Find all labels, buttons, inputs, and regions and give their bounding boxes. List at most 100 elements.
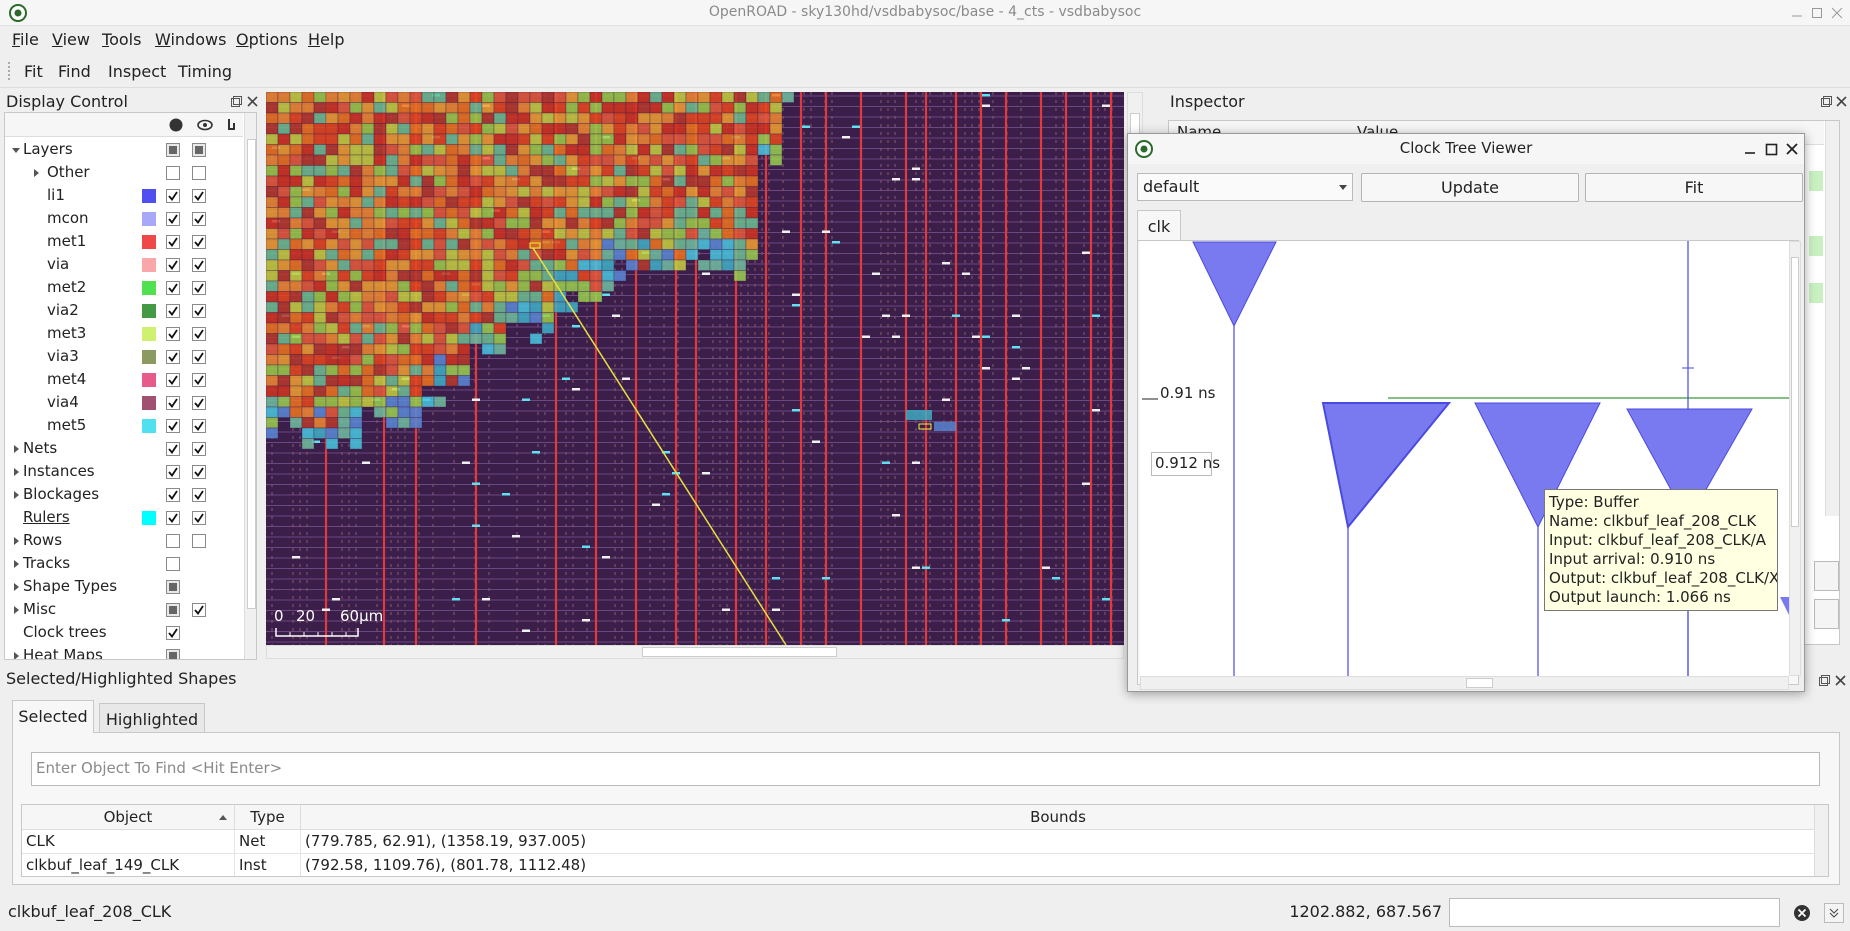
checkbox[interactable] [192, 373, 206, 387]
float-button[interactable] [1818, 674, 1831, 687]
tab[interactable]: Selected [12, 700, 94, 733]
checkbox[interactable] [166, 212, 180, 226]
tree-item-label[interactable]: met4 [47, 370, 87, 388]
command-input[interactable] [1449, 898, 1780, 927]
checkbox[interactable] [192, 327, 206, 341]
expand-arrow[interactable] [11, 582, 21, 592]
menu-item[interactable]: Options [236, 30, 298, 49]
checkbox[interactable] [166, 281, 180, 295]
checkbox[interactable] [192, 603, 206, 617]
button[interactable]: Fit [1585, 173, 1803, 202]
checkbox[interactable] [166, 166, 180, 180]
checkbox[interactable] [192, 419, 206, 433]
expand-arrow[interactable] [11, 536, 21, 546]
expand-arrow[interactable] [31, 168, 41, 178]
scroll-thumb[interactable] [1791, 257, 1799, 527]
checkbox[interactable] [166, 327, 180, 341]
window-control[interactable] [1790, 6, 1804, 20]
inspector-button[interactable] [1814, 561, 1839, 591]
expand-arrow[interactable] [11, 490, 21, 500]
table-cell[interactable]: (792.58, 1109.76), (801.78, 1112.48) [301, 854, 1816, 876]
checkbox[interactable] [192, 143, 206, 157]
tree-item-label[interactable]: Shape Types [23, 577, 118, 595]
scroll-thumb[interactable] [247, 139, 256, 609]
menu-item[interactable]: View [52, 30, 90, 49]
expand-arrow[interactable] [11, 444, 21, 454]
tree-item-label[interactable]: Rulers [23, 508, 70, 526]
menu-item[interactable]: Tools [102, 30, 142, 49]
checkbox[interactable] [166, 488, 180, 502]
checkbox[interactable] [166, 396, 180, 410]
menu-item[interactable]: Help [308, 30, 345, 49]
expand-arrow[interactable] [11, 145, 21, 155]
scroll-thumb[interactable] [642, 647, 837, 657]
checkbox[interactable] [192, 442, 206, 456]
float-button[interactable] [1820, 95, 1833, 108]
tree-item-label[interactable]: Rows [23, 531, 63, 549]
vertical-scrollbar[interactable] [1789, 241, 1801, 676]
table-scrollbar[interactable] [1814, 805, 1828, 876]
table-cell[interactable]: clkbuf_leaf_149_CLK [22, 854, 235, 876]
checkbox[interactable] [192, 350, 206, 364]
expand-arrow[interactable] [11, 467, 21, 477]
close-button[interactable] [1835, 95, 1848, 108]
horizontal-scrollbar[interactable] [266, 645, 1124, 659]
toolbar-button[interactable]: Fit [24, 62, 43, 81]
checkbox[interactable] [192, 166, 206, 180]
close-button[interactable] [246, 95, 259, 108]
checkbox[interactable] [192, 212, 206, 226]
close-button[interactable] [1834, 674, 1847, 687]
checkbox[interactable] [166, 557, 180, 571]
table-cell[interactable]: Inst [235, 854, 301, 876]
column-header[interactable]: Object [22, 805, 235, 830]
window-control[interactable] [1810, 6, 1824, 20]
checkbox[interactable] [192, 511, 206, 525]
inspector-button[interactable] [1814, 599, 1839, 629]
menu-item[interactable]: File [12, 30, 39, 49]
tree-item-label[interactable]: via4 [47, 393, 79, 411]
tree-item-label[interactable]: via [47, 255, 70, 273]
checkbox[interactable] [192, 258, 206, 272]
checkbox[interactable] [166, 235, 180, 249]
tree-item-label[interactable]: met5 [47, 416, 87, 434]
toolbar-button[interactable]: Timing [178, 62, 233, 81]
column-header[interactable]: Type [235, 805, 301, 830]
checkbox[interactable] [166, 304, 180, 318]
window-control[interactable] [1830, 6, 1844, 20]
checkbox[interactable] [166, 258, 180, 272]
tree-scrollbar[interactable] [244, 113, 256, 659]
tab[interactable]: clk [1137, 210, 1181, 241]
checkbox[interactable] [192, 304, 206, 318]
checkbox[interactable] [192, 396, 206, 410]
table-cell[interactable]: CLK [22, 830, 235, 854]
checkbox[interactable] [166, 603, 180, 617]
corner-dropdown[interactable]: default [1137, 173, 1353, 201]
checkbox[interactable] [166, 189, 180, 203]
scroll-thumb[interactable] [1466, 678, 1493, 688]
toolbar-button[interactable]: Inspect [108, 62, 167, 81]
checkbox[interactable] [192, 235, 206, 249]
expand-arrow[interactable] [11, 651, 21, 660]
tree-item-label[interactable]: Blockages [23, 485, 100, 503]
expand-arrow[interactable] [11, 559, 21, 569]
tree-item-label[interactable]: via3 [47, 347, 79, 365]
tree-item-label[interactable]: Layers [23, 140, 73, 158]
checkbox[interactable] [166, 580, 180, 594]
tree-item-label[interactable]: met2 [47, 278, 87, 296]
tree-item-label[interactable]: met1 [47, 232, 87, 250]
toolbar-button[interactable]: Find [58, 62, 91, 81]
tree-item-label[interactable]: Instances [23, 462, 95, 480]
checkbox[interactable] [192, 465, 206, 479]
checkbox[interactable] [166, 649, 180, 660]
checkbox[interactable] [192, 534, 206, 548]
tree-item-label[interactable]: Tracks [23, 554, 71, 572]
checkbox[interactable] [166, 442, 180, 456]
checkbox[interactable] [166, 350, 180, 364]
checkbox[interactable] [192, 281, 206, 295]
button[interactable]: Update [1361, 173, 1579, 202]
checkbox[interactable] [166, 626, 180, 640]
checkbox[interactable] [166, 419, 180, 433]
checkbox[interactable] [166, 511, 180, 525]
tree-item-label[interactable]: Heat Maps [23, 646, 103, 660]
clear-button[interactable] [1792, 903, 1812, 923]
